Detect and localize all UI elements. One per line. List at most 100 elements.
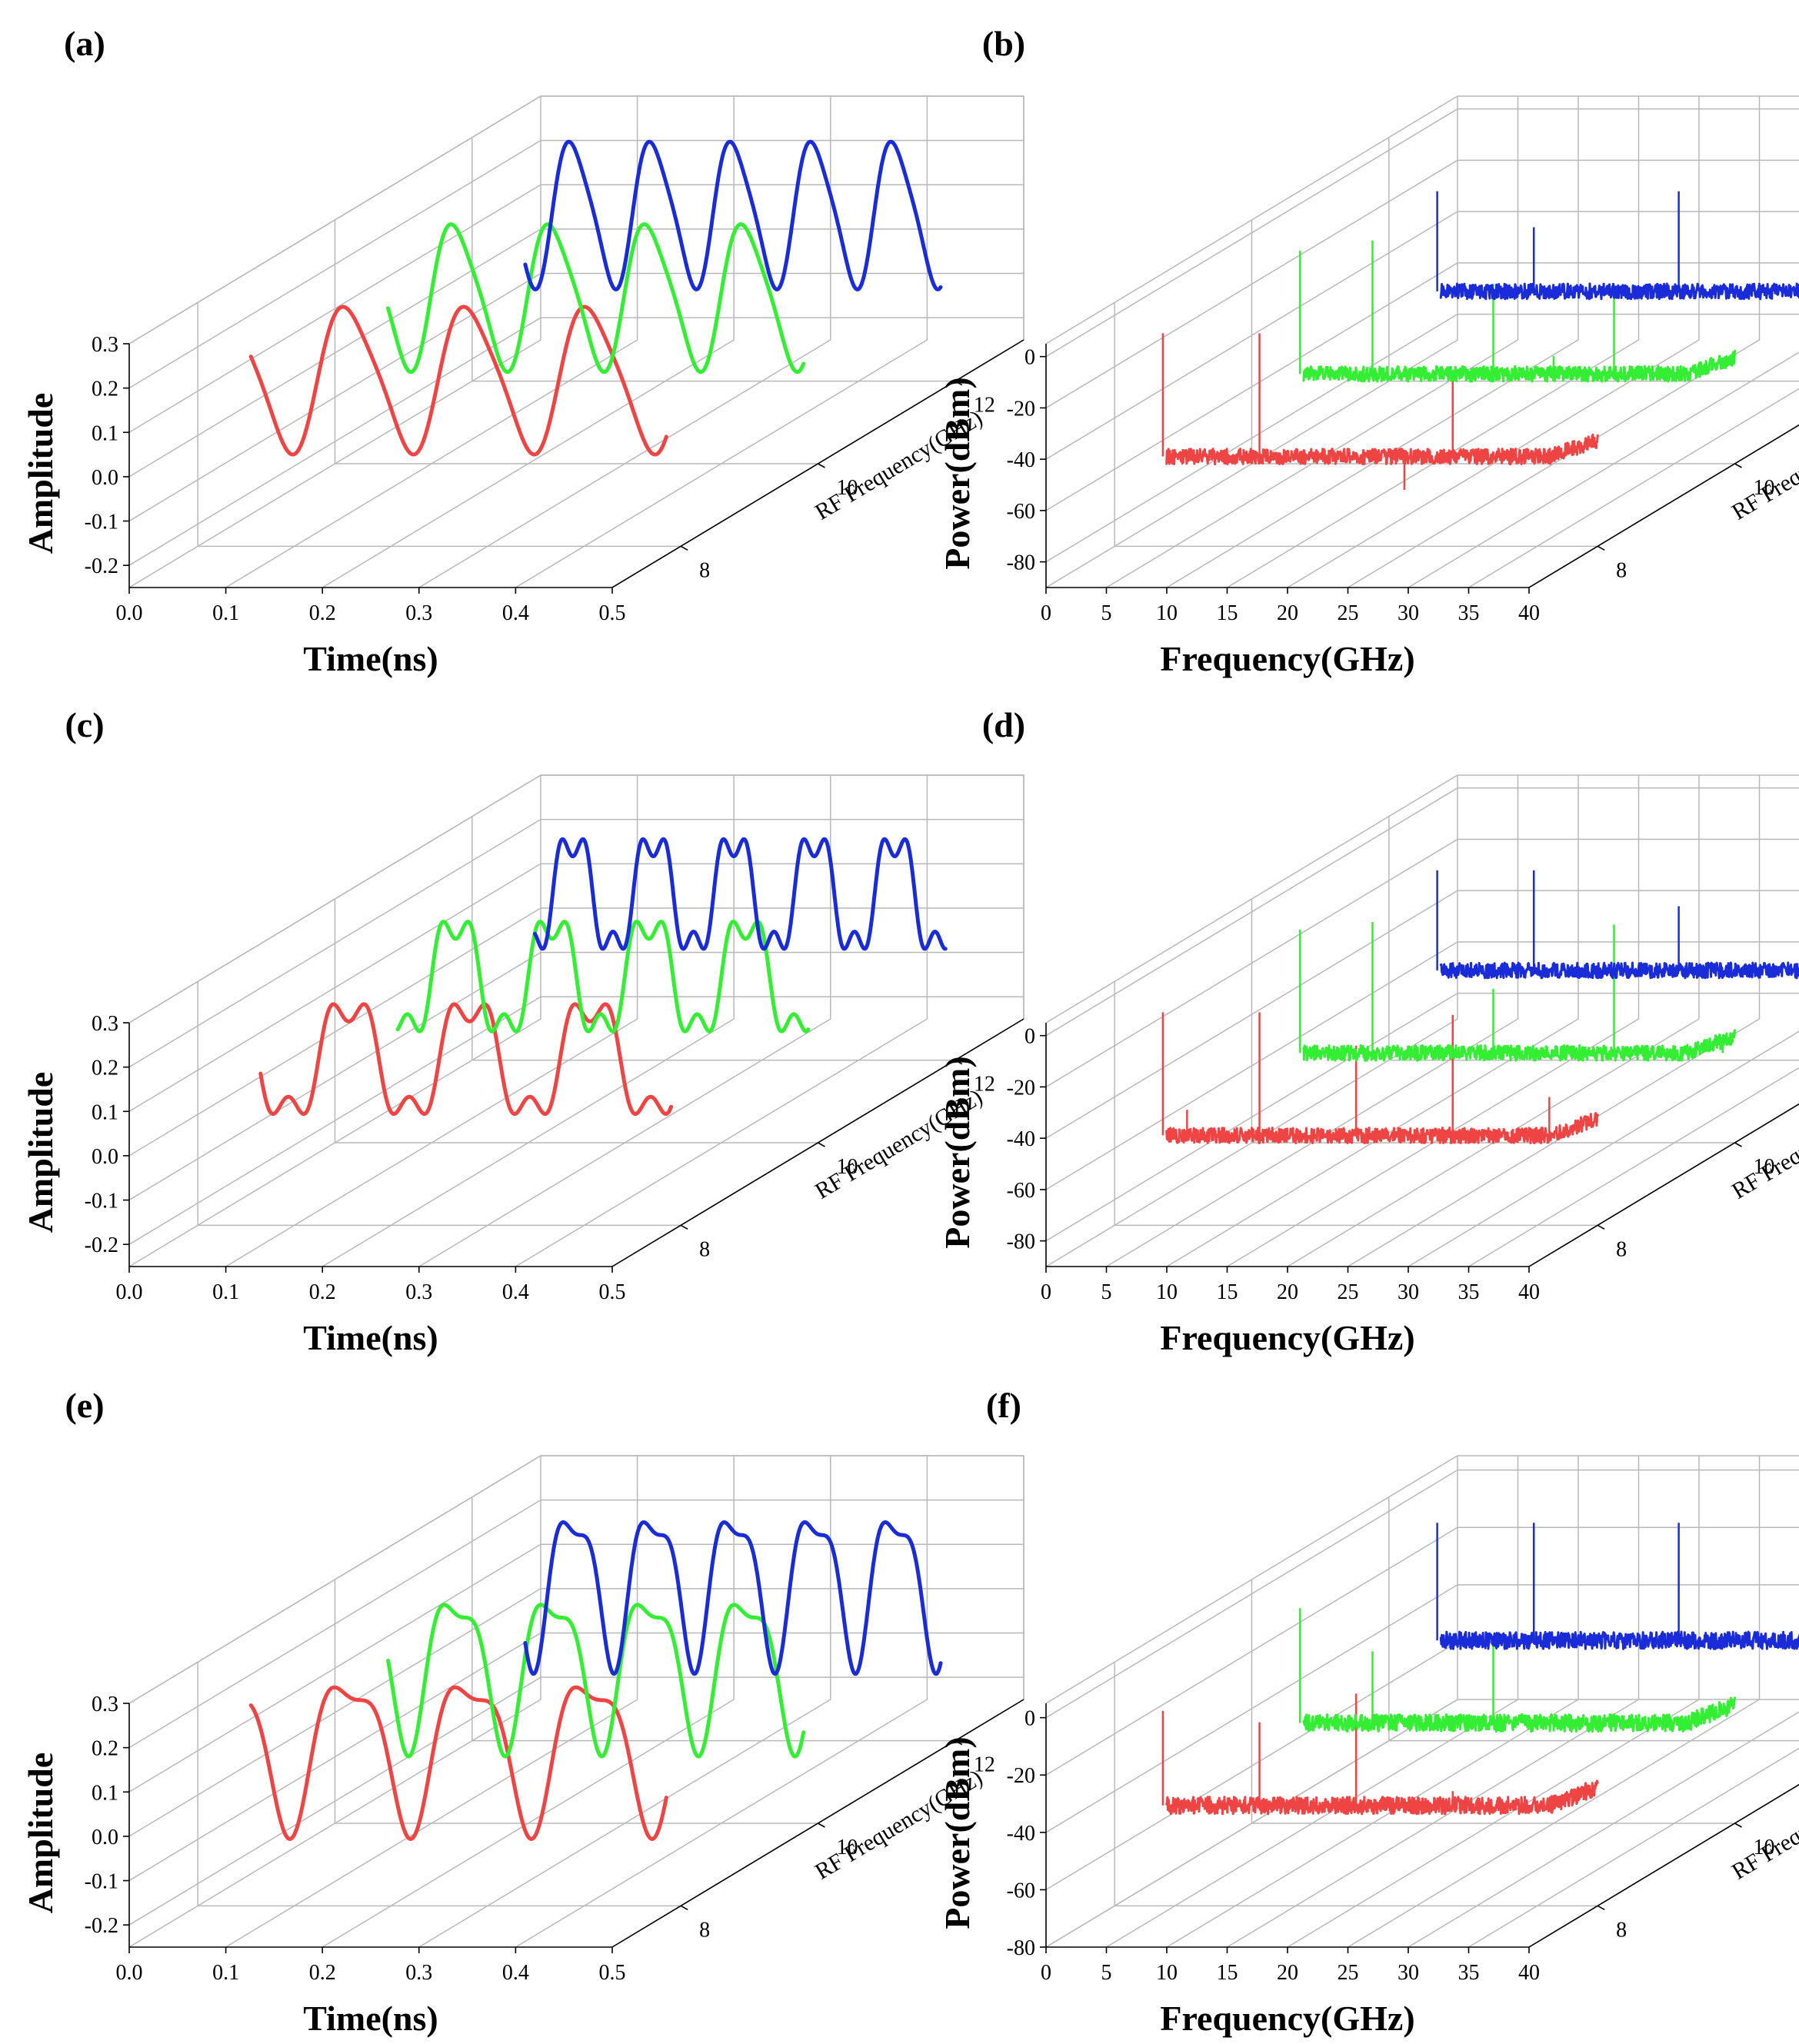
grid-line [1045,992,1799,1242]
x-tick-label: 20 [1277,1280,1298,1304]
z-tick-label: 10 [1754,476,1775,500]
x-tick-label: 0.2 [309,601,336,625]
series-line-10 [395,920,811,1034]
grid-line [1045,262,1799,511]
x-tick-label: 20 [1277,601,1298,625]
grid-line [1251,899,1735,1144]
traces [1161,870,1799,1144]
y-tick-label: 0 [1024,1707,1035,1731]
grid-line [128,1632,1024,1882]
y-tick-label: -0.2 [85,554,118,578]
grid-line [1227,96,1640,588]
y-axis-title: Amplitude [21,393,60,554]
grid-line [225,96,638,588]
panel-b: (b) 0 5 10 15 20 25 30 35 40 -80 -60 -40 -20 0 8 10 12 Fre… [938,24,1799,678]
z-tick [818,1142,825,1147]
grid-line [1227,775,1640,1267]
x-tick-label: 0.3 [405,1961,432,1985]
grid-line [1045,1699,1799,1948]
series-line-8 [1165,1779,1599,1816]
axes: 0.0 0.1 0.2 0.3 0.4 0.5 -0.2 -0.1 0.0 0.1 0.2 0.3 8 1… [85,1012,1024,1304]
y-tick-label: -0.1 [85,1190,118,1213]
panel-e: (e)0.0 0.1 0.2 0.3 0.4 0.5-0.2-0.10.00.10.20.… [21,1386,1024,2038]
z-tick [954,1059,963,1065]
series-line-10 [1302,1029,1736,1062]
z-tick [954,1739,963,1746]
y-tick-label: 0.0 [92,1826,118,1849]
z-tick-label: 10 [837,1155,858,1179]
grid-line [418,1456,831,1948]
grid-line [128,818,1024,1068]
grid-line [321,775,735,1267]
panel-letter: (d) [982,705,1025,744]
y-tick-label: -40 [1007,1127,1035,1151]
grid [1045,1455,1799,1948]
y-tick-label: -20 [1007,397,1035,421]
grid-line [128,1456,541,1948]
panel-f: (f) 0 5 10 15 20 25 30 35 40 -80 -60 -40 -20 0 8 10 12 Fre… [938,1386,1799,2038]
grid-line [1458,1455,1799,1456]
series-line-8 [1165,433,1599,466]
grid-line [128,139,1024,389]
grid-line [1114,981,1598,1227]
y-tick-label: 0 [1024,346,1035,370]
panel-letter: (e) [65,1386,104,1425]
series-line-12 [523,139,943,291]
y-tick-label: -0.2 [85,1914,118,1938]
grid-line [321,1456,735,1948]
y-tick-label: -80 [1007,1936,1035,1960]
grid-line [334,1580,818,1824]
series-line-8 [248,1685,668,1841]
y-tick-label: 0.3 [92,1012,118,1036]
x-tick-label: 40 [1518,1280,1540,1304]
grid-line [1348,96,1761,588]
z-tick [680,545,688,551]
series-line-10 [386,222,806,375]
grid-line [321,96,735,588]
x-tick-label: 35 [1458,1280,1480,1304]
grid-line [1468,1747,1799,1948]
x-tick-label: 0.2 [309,1280,336,1304]
z-tick [680,1905,688,1911]
grid-line [418,775,831,1267]
x-tick-label: 0.5 [599,1961,626,1985]
grid-line [1166,96,1579,588]
x-tick-label: 30 [1398,1280,1419,1304]
grid-line [1045,313,1799,563]
grid-line [128,184,1024,433]
panel-letter: (b) [982,24,1025,63]
x-tick-label: 15 [1217,1961,1238,1985]
y-tick-label: -60 [1007,1179,1035,1203]
z-tick-label: 8 [1616,1918,1627,1942]
grid-line [1251,1580,1735,1824]
series-line-10 [1302,1696,1736,1733]
y-tick-label: -20 [1007,1764,1035,1788]
grid-line [128,774,541,1024]
x-axis-title: Time(ns) [303,639,438,678]
x-tick-label: 5 [1101,1961,1112,1985]
x-tick-label: 0.0 [116,601,143,625]
traces [258,837,948,1116]
z-tick-label: 10 [1754,1836,1775,1859]
grid-line [418,96,831,588]
x-tick-label: 0.1 [212,1961,239,1985]
y-tick-label: -0.2 [85,1233,118,1257]
traces [248,139,943,457]
traces [1161,1523,1799,1816]
y-tick-label: -0.1 [85,511,118,534]
x-tick-label: 0 [1041,1280,1051,1304]
y-tick-label: 0.2 [92,1057,118,1080]
grid-line [1408,351,1799,588]
grid-line [541,774,1024,1019]
x-tick-label: 20 [1277,1961,1298,1985]
x-tick-label: 0 [1041,601,1051,625]
y-tick-label: 0.2 [92,1737,118,1761]
grid-line [1287,775,1700,1267]
grid-line [128,951,1024,1201]
x-tick-label: 30 [1398,1961,1419,1985]
x-tick-label: 0.5 [599,601,626,625]
panel-d: (d) 0 5 10 15 20 25 30 35 40 -80 -60 -40 -20 0 8 10 12 Fre… [938,705,1799,1357]
grid-line [1114,302,1598,548]
